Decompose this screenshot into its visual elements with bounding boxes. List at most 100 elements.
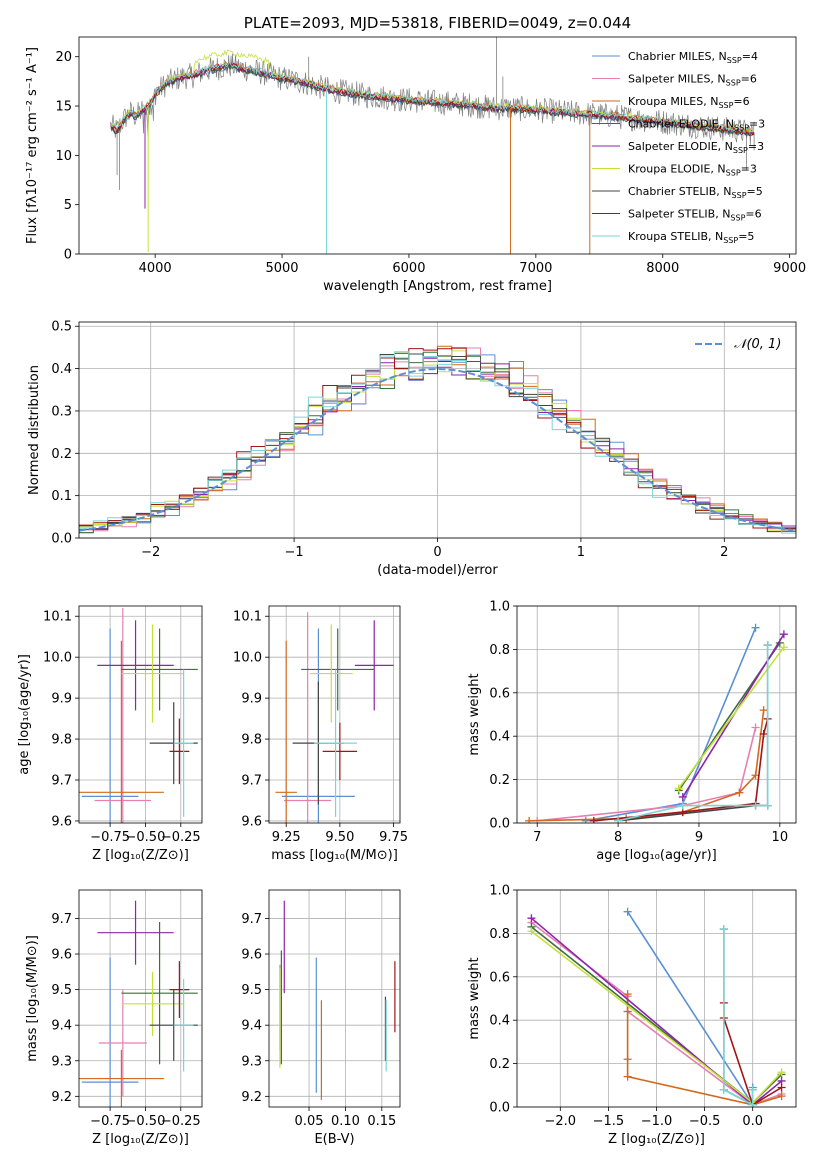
x-tick-label: 7000 bbox=[519, 261, 552, 276]
legend-entry: Kroupa ELODIE, NSSP=3 bbox=[628, 163, 757, 178]
weight-marker bbox=[623, 907, 632, 916]
x-tick-label: −0.50 bbox=[126, 830, 166, 845]
y-tick-label: 0.4 bbox=[489, 1014, 510, 1029]
weight-marker bbox=[623, 1072, 632, 1081]
y-tick-label: 0.8 bbox=[489, 643, 510, 658]
y-tick-label: 9.7 bbox=[51, 912, 72, 927]
y-tick-label: 10.1 bbox=[233, 610, 262, 625]
x-tick-label: −2 bbox=[141, 545, 160, 560]
weight-marker bbox=[751, 801, 760, 810]
y-axis-label: age [log₁₀(age/yr)] bbox=[17, 654, 32, 775]
weight-line-kroupa-stelib bbox=[617, 645, 769, 822]
legend-tail: =3 bbox=[749, 118, 765, 131]
weight-marker bbox=[748, 1100, 757, 1107]
y-tick-label: 10 bbox=[55, 149, 72, 164]
x-tick-label: −1 bbox=[285, 545, 304, 560]
x-tick-label: 9.25 bbox=[272, 830, 301, 845]
legend-entry: Salpeter STELIB, NSSP=6 bbox=[628, 208, 762, 223]
weight-marker bbox=[763, 641, 772, 650]
weight-marker bbox=[777, 1092, 786, 1101]
y-tick-label: 9.3 bbox=[51, 1054, 72, 1069]
weight-line-salpeter-miles bbox=[537, 727, 757, 822]
weight-marker bbox=[623, 1007, 632, 1016]
weight-marker bbox=[748, 1085, 757, 1094]
legend-tail: =4 bbox=[742, 50, 758, 63]
legend-entry: Salpeter ELODIE, NSSP=3 bbox=[628, 140, 764, 155]
legend-entry: Chabrier MILES, NSSP=4 bbox=[628, 50, 758, 65]
y-tick-label: 9.4 bbox=[241, 1019, 262, 1034]
legend-subscript: SSP bbox=[727, 56, 742, 65]
age-vs-metallicity-panel: −0.75−0.50−0.25 9.6 9.7 9.8 9.9 10.0 10.1 Z [lo… bbox=[17, 605, 203, 863]
age-vs-mass-panel: 9.25 9.50 9.75 9.6 9.7 9.8 9.9 10.0 10.1 mass [lo… bbox=[233, 605, 408, 863]
y-tick-label: 10.0 bbox=[233, 651, 262, 666]
y-tick-label: 1.0 bbox=[489, 600, 510, 615]
weight-marker bbox=[589, 816, 598, 823]
weight-line-kroupa-miles bbox=[529, 710, 765, 822]
y-tick-label: 0.6 bbox=[489, 686, 510, 701]
weight-marker bbox=[759, 706, 768, 715]
y-tick-label: 0.1 bbox=[51, 489, 72, 504]
x-tick-label: 8000 bbox=[646, 261, 679, 276]
weight-marker bbox=[527, 927, 536, 936]
y-axis-label: mass weight bbox=[467, 673, 482, 755]
y-axis-label: Flux [fλ10⁻¹⁷ erg cm⁻² s⁻¹ A⁻¹] bbox=[25, 47, 40, 244]
y-tick-label: 0.2 bbox=[489, 1057, 510, 1072]
mass-vs-metallicity-panel: −0.75−0.50−0.25 9.2 9.3 9.4 9.5 9.6 9.7 Z [log₁… bbox=[25, 889, 203, 1147]
x-axis-label: Z [log₁₀(Z/Z⊙)] bbox=[92, 848, 189, 863]
x-tick-label: 8 bbox=[614, 830, 622, 845]
mass-weight-vs-age-panel: 7 8 9 10 0.0 0.2 0.4 0.6 0.8 1.0 age [log₁₀(age/yr… bbox=[467, 600, 797, 863]
y-tick-label: 9.2 bbox=[51, 1090, 72, 1105]
mass-vs-extinction-panel: 0.05 0.10 0.15 9.2 9.3 9.4 9.5 9.6 9.7 E(B-V) bbox=[241, 889, 401, 1147]
y-tick-label: 0.4 bbox=[51, 362, 72, 377]
y-tick-label: 0 bbox=[64, 248, 72, 263]
y-tick-label: 15 bbox=[55, 100, 72, 115]
axes-frame bbox=[516, 889, 797, 1108]
gaussian-curve bbox=[79, 367, 794, 532]
residual-histogram-panel: −2 −1 0 1 2 0.0 0.1 0.2 0.3 0.4 0.5 (data-model)/er… bbox=[27, 320, 797, 578]
weight-marker bbox=[623, 990, 632, 999]
legend-entry: Kroupa MILES, NSSP=6 bbox=[628, 95, 750, 110]
x-tick-label: −0.75 bbox=[90, 830, 130, 845]
weight-line-chabrier-stelib bbox=[618, 645, 769, 822]
weight-marker bbox=[678, 801, 687, 810]
y-tick-label: 0.0 bbox=[489, 1101, 510, 1116]
x-tick-label: −0.25 bbox=[161, 1114, 201, 1129]
legend-subscript: SSP bbox=[718, 101, 733, 110]
x-tick-label: 0.15 bbox=[367, 1114, 396, 1129]
x-tick-label: 0 bbox=[433, 545, 441, 560]
legend-label: Kroupa ELODIE, N bbox=[628, 163, 726, 176]
x-tick-label: 10 bbox=[772, 830, 789, 845]
y-tick-label: 9.9 bbox=[51, 692, 72, 707]
legend-tail: =3 bbox=[741, 163, 757, 176]
weight-line-chabrier-miles bbox=[626, 911, 754, 1107]
legend-label: Kroupa STELIB, N bbox=[628, 230, 723, 243]
weight-marker bbox=[763, 801, 772, 810]
x-tick-label: 0.05 bbox=[295, 1114, 324, 1129]
legend-label: Chabrier STELIB, N bbox=[628, 185, 732, 198]
x-axis-label: mass [log₁₀(M/M⊙)] bbox=[271, 848, 398, 863]
legend-label: Salpeter STELIB, N bbox=[628, 208, 730, 221]
y-tick-label: 9.7 bbox=[241, 774, 262, 789]
legend-tail: =6 bbox=[733, 95, 749, 108]
x-tick-label: −0.25 bbox=[161, 830, 201, 845]
legend-label: Chabrier ELODIE, N bbox=[628, 118, 734, 131]
x-tick-label: 0.10 bbox=[331, 1114, 360, 1129]
weight-marker bbox=[779, 643, 788, 652]
legend-tail: =6 bbox=[745, 208, 761, 221]
axes-frame bbox=[268, 605, 401, 824]
y-axis-label: mass [log₁₀(M/M⊙)] bbox=[25, 935, 40, 1062]
weight-marker bbox=[719, 925, 728, 934]
x-axis-label: E(B-V) bbox=[314, 1132, 354, 1147]
legend-tail: =3 bbox=[748, 140, 764, 153]
y-tick-label: 9.3 bbox=[241, 1054, 262, 1069]
legend-tail: =5 bbox=[738, 230, 754, 243]
y-tick-label: 9.5 bbox=[51, 983, 72, 998]
y-tick-label: 0.0 bbox=[51, 532, 72, 547]
x-tick-label: 6000 bbox=[392, 261, 425, 276]
legend-entry: Chabrier ELODIE, NSSP=3 bbox=[628, 118, 765, 133]
y-tick-label: 20 bbox=[55, 50, 72, 65]
y-tick-label: 9.4 bbox=[51, 1019, 72, 1034]
legend-entry: Kroupa STELIB, NSSP=5 bbox=[628, 230, 754, 245]
y-tick-label: 9.6 bbox=[51, 814, 72, 829]
